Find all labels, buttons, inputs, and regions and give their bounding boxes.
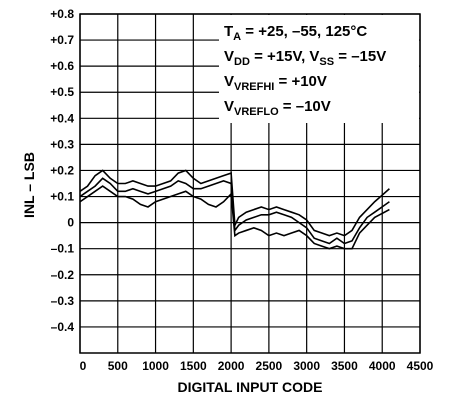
x-tick-label: 3000 — [293, 359, 320, 373]
annotation-line: VDD = +15V, VSS = –15V — [224, 48, 386, 68]
y-tick-label: +0.8 — [50, 7, 74, 21]
y-axis-label: INL – LSB — [21, 152, 37, 218]
x-tick-label: 2000 — [218, 359, 245, 373]
annotation-text: T — [224, 23, 233, 40]
y-tick-label: +0.2 — [50, 163, 74, 177]
annotation-line: VVREFHI = +10V — [224, 73, 327, 93]
y-tick-label: –0.3 — [51, 294, 75, 308]
y-tick-label: +0.4 — [50, 111, 74, 125]
annotation-text: = –10V — [279, 98, 331, 115]
x-tick-label: 1500 — [180, 359, 207, 373]
annotation-text: V — [224, 48, 234, 65]
annotation-text: = +25, –55, 125°C — [241, 23, 367, 40]
x-axis-label: DIGITAL INPUT CODE — [178, 379, 323, 395]
y-tick-label: +0.1 — [50, 190, 74, 204]
data-line — [79, 185, 390, 250]
annotation-box — [219, 15, 419, 123]
y-tick-label: 0 — [67, 216, 74, 230]
x-tick-label: 500 — [108, 359, 128, 373]
annotation-text: = +15V, V — [250, 48, 320, 65]
y-tick-label: –0.4 — [51, 320, 75, 334]
annotation-subscript: DD — [234, 56, 250, 68]
x-tick-label: 4500 — [407, 359, 434, 373]
annotation-subscript: A — [233, 31, 241, 43]
y-tick-label: –0.2 — [51, 268, 75, 282]
x-tick-label: 3500 — [331, 359, 358, 373]
annotation-text: = –15V — [334, 48, 386, 65]
annotation-text: V — [224, 98, 234, 115]
annotation-line: VVREFLO = –10V — [224, 98, 331, 118]
x-tick-label: 0 — [80, 359, 87, 373]
annotation-text: = +10V — [274, 73, 327, 90]
annotation-subscript: SS — [319, 56, 334, 68]
annotation-subscript: VREFHI — [234, 81, 274, 93]
y-tick-label: +0.3 — [50, 137, 74, 151]
annotation-text: V — [224, 73, 234, 90]
x-tick-label: 2500 — [256, 359, 283, 373]
x-tick-label: 4000 — [369, 359, 396, 373]
annotation-line: TA = +25, –55, 125°C — [224, 23, 367, 43]
y-tick-label: +0.6 — [50, 59, 74, 73]
x-tick-label: 1000 — [142, 359, 169, 373]
y-tick-label: –0.1 — [51, 242, 75, 256]
annotation-subscript: VREFLO — [234, 106, 279, 118]
y-tick-label: +0.7 — [50, 33, 74, 47]
y-tick-label: +0.5 — [50, 85, 74, 99]
